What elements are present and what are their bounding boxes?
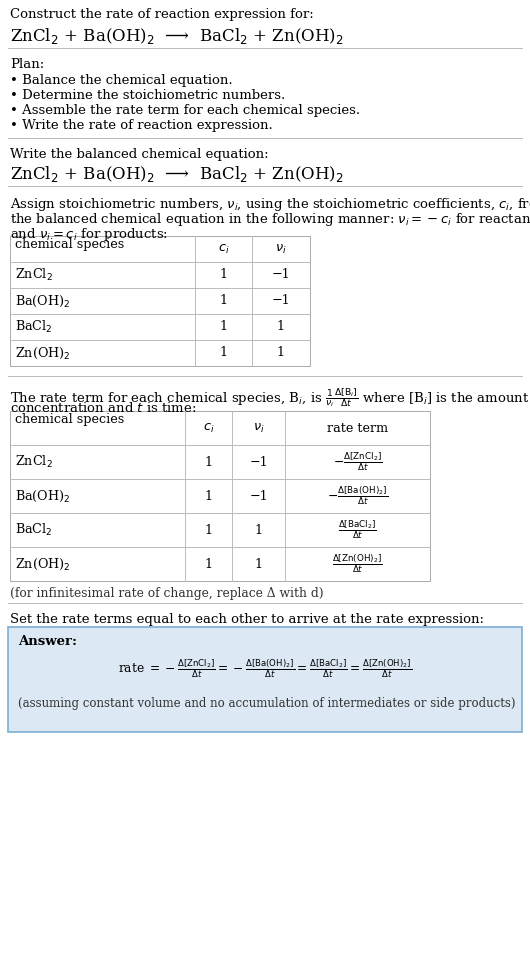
Text: $c_i$: $c_i$ — [218, 242, 229, 256]
Text: concentration and $t$ is time:: concentration and $t$ is time: — [10, 401, 197, 415]
Text: Answer:: Answer: — [18, 635, 77, 648]
Text: Zn(OH)$_2$: Zn(OH)$_2$ — [15, 345, 70, 361]
Text: $-\frac{\Delta[\mathrm{Ba(OH)_2}]}{\Delta t}$: $-\frac{\Delta[\mathrm{Ba(OH)_2}]}{\Delt… — [327, 485, 388, 508]
Text: 1: 1 — [219, 295, 227, 308]
Bar — [8, 627, 522, 732]
Text: 1: 1 — [205, 558, 213, 570]
Text: −1: −1 — [249, 489, 268, 503]
Text: Construct the rate of reaction expression for:: Construct the rate of reaction expressio… — [10, 8, 314, 21]
Bar — [10, 411, 430, 581]
Text: $\nu_i$: $\nu_i$ — [275, 242, 287, 256]
Text: The rate term for each chemical species, B$_i$, is $\frac{1}{\nu_i}\frac{\Delta[: The rate term for each chemical species,… — [10, 386, 529, 409]
Text: BaCl$_2$: BaCl$_2$ — [15, 318, 52, 335]
Text: Set the rate terms equal to each other to arrive at the rate expression:: Set the rate terms equal to each other t… — [10, 613, 484, 626]
Text: $\nu_i$: $\nu_i$ — [253, 421, 264, 434]
Text: −1: −1 — [249, 456, 268, 468]
Text: rate $= -\frac{\Delta[\mathrm{ZnCl_2}]}{\Delta t} = -\frac{\Delta[\mathrm{Ba(OH): rate $= -\frac{\Delta[\mathrm{ZnCl_2}]}{… — [118, 657, 412, 679]
Text: 1: 1 — [205, 523, 213, 536]
Text: ZnCl$_2$ + Ba(OH)$_2$  ⟶  BaCl$_2$ + Zn(OH)$_2$: ZnCl$_2$ + Ba(OH)$_2$ ⟶ BaCl$_2$ + Zn(OH… — [10, 164, 343, 184]
Text: • Determine the stoichiometric numbers.: • Determine the stoichiometric numbers. — [10, 89, 285, 102]
Text: and $\nu_i = c_i$ for products:: and $\nu_i = c_i$ for products: — [10, 226, 168, 243]
Text: 1: 1 — [254, 558, 262, 570]
Text: 1: 1 — [205, 456, 213, 468]
Text: 1: 1 — [219, 347, 227, 360]
Text: chemical species: chemical species — [15, 413, 124, 426]
Text: $c_i$: $c_i$ — [203, 421, 214, 434]
Text: $\frac{\Delta[\mathrm{BaCl_2}]}{\Delta t}$: $\frac{\Delta[\mathrm{BaCl_2}]}{\Delta t… — [338, 518, 377, 541]
Text: Assign stoichiometric numbers, $\nu_i$, using the stoichiometric coefficients, $: Assign stoichiometric numbers, $\nu_i$, … — [10, 196, 530, 213]
Text: chemical species: chemical species — [15, 238, 124, 251]
Text: −1: −1 — [272, 295, 290, 308]
Text: ZnCl$_2$: ZnCl$_2$ — [15, 454, 53, 470]
Text: $-\frac{\Delta[\mathrm{ZnCl_2}]}{\Delta t}$: $-\frac{\Delta[\mathrm{ZnCl_2}]}{\Delta … — [333, 451, 382, 473]
Text: 1: 1 — [219, 269, 227, 281]
Text: • Write the rate of reaction expression.: • Write the rate of reaction expression. — [10, 119, 273, 132]
Text: the balanced chemical equation in the following manner: $\nu_i = -c_i$ for react: the balanced chemical equation in the fo… — [10, 211, 530, 228]
Text: Zn(OH)$_2$: Zn(OH)$_2$ — [15, 557, 70, 571]
Text: Ba(OH)$_2$: Ba(OH)$_2$ — [15, 488, 70, 504]
Text: 1: 1 — [219, 320, 227, 333]
Text: 1: 1 — [205, 489, 213, 503]
Text: Write the balanced chemical equation:: Write the balanced chemical equation: — [10, 148, 269, 161]
Text: 1: 1 — [277, 347, 285, 360]
Text: ZnCl$_2$: ZnCl$_2$ — [15, 267, 53, 283]
Bar — [10, 236, 310, 366]
Text: rate term: rate term — [327, 421, 388, 434]
Text: $\frac{\Delta[\mathrm{Zn(OH)_2}]}{\Delta t}$: $\frac{\Delta[\mathrm{Zn(OH)_2}]}{\Delta… — [332, 553, 383, 575]
Text: • Balance the chemical equation.: • Balance the chemical equation. — [10, 74, 233, 87]
Text: (assuming constant volume and no accumulation of intermediates or side products): (assuming constant volume and no accumul… — [18, 697, 516, 710]
Text: ZnCl$_2$ + Ba(OH)$_2$  ⟶  BaCl$_2$ + Zn(OH)$_2$: ZnCl$_2$ + Ba(OH)$_2$ ⟶ BaCl$_2$ + Zn(OH… — [10, 26, 343, 46]
Text: BaCl$_2$: BaCl$_2$ — [15, 522, 52, 538]
Text: • Assemble the rate term for each chemical species.: • Assemble the rate term for each chemic… — [10, 104, 360, 117]
Text: 1: 1 — [277, 320, 285, 333]
Text: −1: −1 — [272, 269, 290, 281]
Text: Plan:: Plan: — [10, 58, 44, 71]
Text: 1: 1 — [254, 523, 262, 536]
Text: Ba(OH)$_2$: Ba(OH)$_2$ — [15, 293, 70, 309]
Text: (for infinitesimal rate of change, replace Δ with d): (for infinitesimal rate of change, repla… — [10, 587, 324, 600]
